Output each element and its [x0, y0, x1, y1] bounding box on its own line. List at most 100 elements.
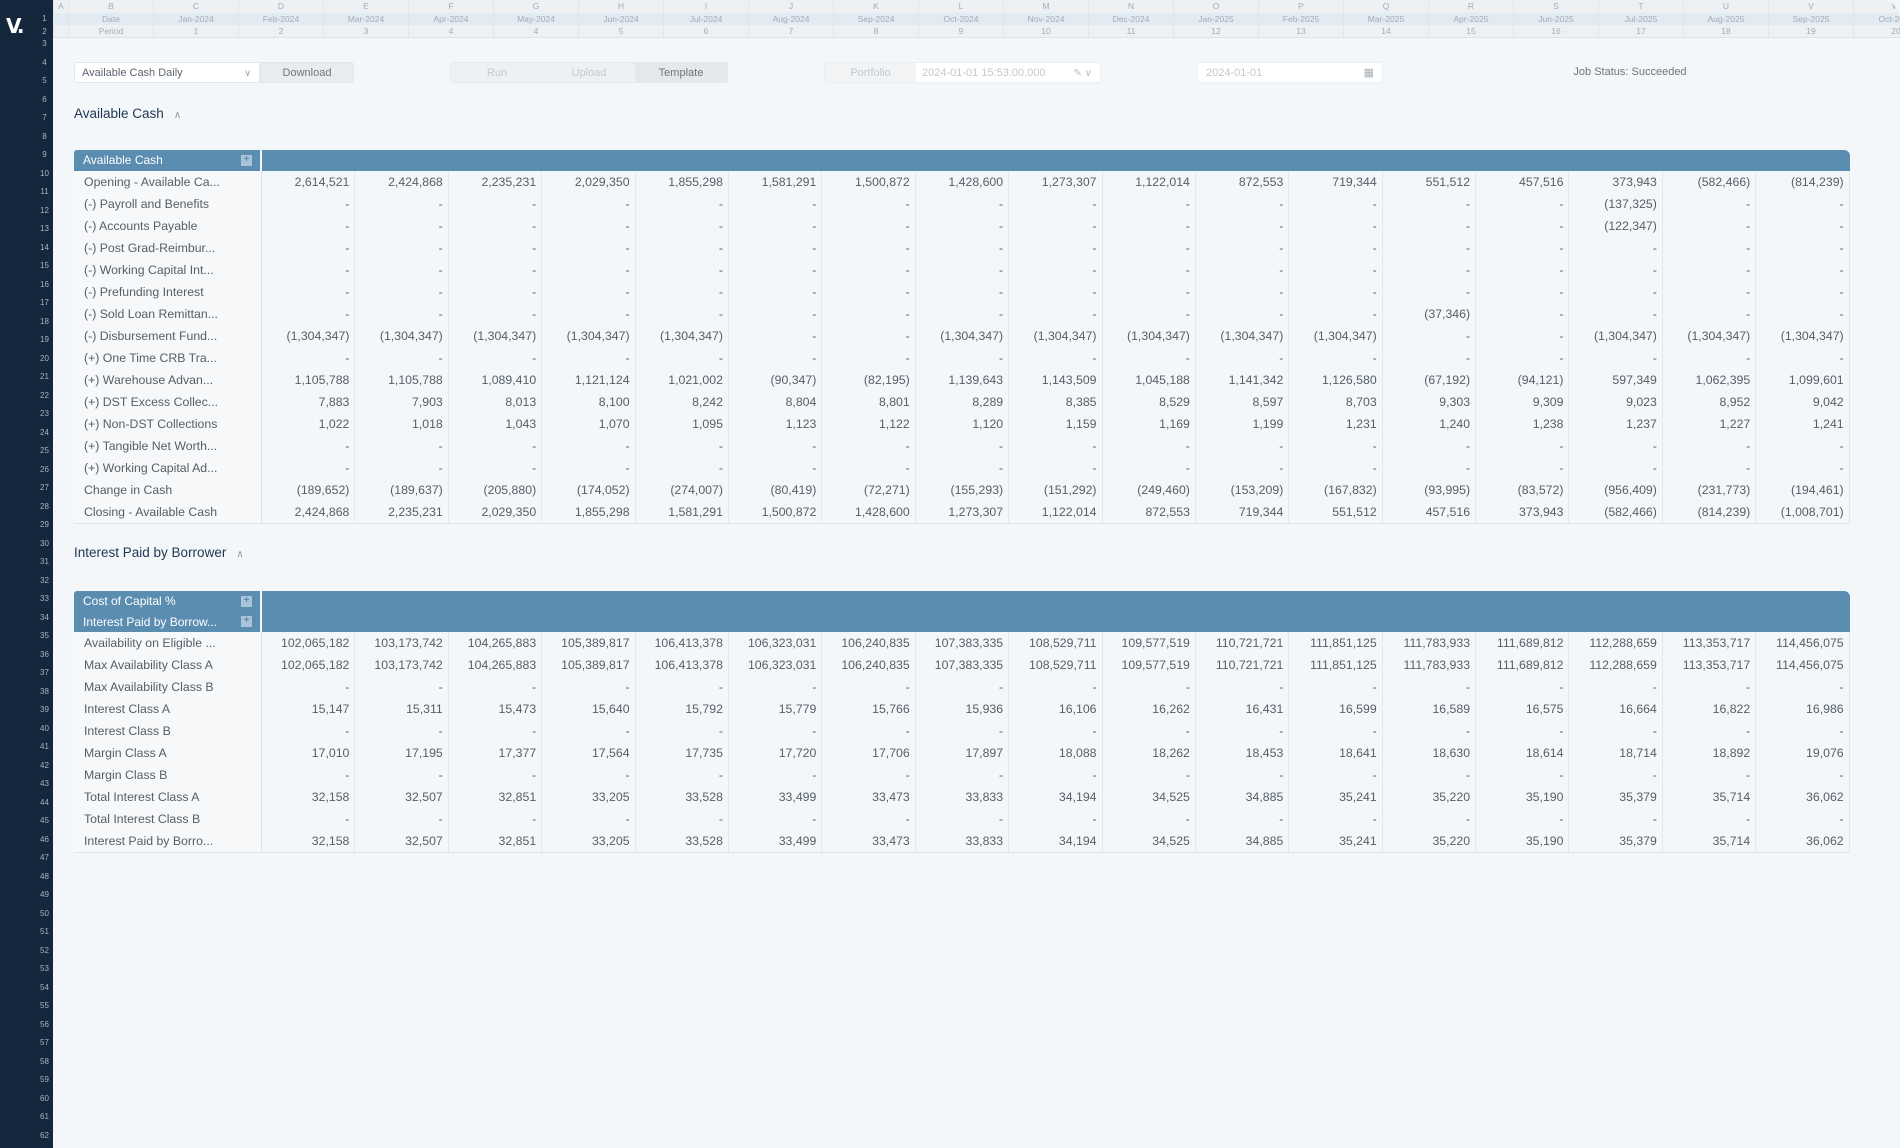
table-cell[interactable]: 8,529	[1103, 390, 1196, 413]
row-number[interactable]: 7	[42, 113, 47, 122]
table-cell[interactable]: (249,460)	[1103, 478, 1196, 501]
table-cell[interactable]: 1,428,600	[916, 170, 1010, 193]
table-cell[interactable]: (1,008,701)	[1756, 500, 1850, 523]
table-cell[interactable]: -	[1569, 280, 1663, 303]
table-cell[interactable]: -	[1663, 764, 1757, 786]
table-cell[interactable]: -	[636, 720, 729, 742]
table-cell[interactable]: -	[636, 764, 729, 786]
row-number[interactable]: 53	[40, 964, 49, 973]
period-cell[interactable]: 2	[238, 25, 323, 37]
table-cell[interactable]: 1,855,298	[542, 500, 636, 523]
row-number[interactable]: 34	[40, 612, 49, 622]
table-cell[interactable]: -	[729, 676, 823, 698]
table-cell[interactable]: 2,424,868	[355, 170, 449, 193]
table-cell[interactable]: 1,021,002	[636, 368, 729, 391]
row-number[interactable]: 55	[40, 1001, 49, 1010]
table-cell[interactable]: (1,304,347)	[1289, 324, 1383, 347]
date-cell[interactable]: Jul-2025	[1598, 12, 1683, 26]
table-cell[interactable]: 1,141,342	[1196, 368, 1290, 391]
row-label[interactable]: Margin Class A	[74, 742, 262, 764]
table-cell[interactable]: 16,599	[1289, 698, 1383, 720]
table-cell[interactable]: -	[1383, 258, 1477, 281]
table-cell[interactable]: 103,173,742	[355, 632, 449, 654]
table-cell[interactable]: (90,347)	[729, 368, 823, 391]
table-cell[interactable]: 33,499	[729, 786, 823, 808]
table-cell[interactable]: -	[1103, 302, 1196, 325]
table-cell[interactable]: -	[1663, 676, 1757, 698]
table-cell[interactable]: (1,304,347)	[916, 324, 1010, 347]
table-cell[interactable]: 107,383,335	[916, 654, 1010, 676]
table-cell[interactable]: 35,241	[1289, 786, 1383, 808]
table-cell[interactable]: 2,424,868	[262, 500, 356, 523]
table-cell[interactable]: 8,100	[542, 390, 636, 413]
table-cell[interactable]: -	[449, 720, 543, 742]
row-number[interactable]: 60	[40, 1093, 49, 1103]
period-cell[interactable]: 7	[748, 25, 833, 37]
table-cell[interactable]: 1,237	[1569, 412, 1663, 435]
table-cell[interactable]: 1,227	[1663, 412, 1757, 435]
table-cell[interactable]: -	[449, 456, 543, 479]
row-number[interactable]: 41	[40, 742, 49, 751]
table-cell[interactable]: -	[542, 258, 636, 281]
table-cell[interactable]: 2,614,521	[262, 170, 356, 193]
table-cell[interactable]: 18,088	[1009, 742, 1103, 764]
table-cell[interactable]: -	[916, 280, 1010, 303]
table-cell[interactable]: -	[822, 258, 916, 281]
table-cell[interactable]: -	[1383, 808, 1477, 830]
table-cell[interactable]: -	[916, 808, 1010, 830]
table-cell[interactable]: -	[1103, 346, 1196, 369]
table-cell[interactable]: -	[729, 280, 823, 303]
table-cell[interactable]: (151,292)	[1009, 478, 1103, 501]
table-cell[interactable]: -	[1289, 456, 1383, 479]
row-label[interactable]: (+) DST Excess Collec...	[74, 390, 262, 413]
table-cell[interactable]: -	[1103, 258, 1196, 281]
table-cell[interactable]: -	[822, 302, 916, 325]
table-cell[interactable]: -	[1569, 676, 1663, 698]
table-cell[interactable]: -	[355, 456, 449, 479]
upload-button[interactable]: Upload	[571, 67, 607, 79]
table-cell[interactable]: 36,062	[1756, 786, 1850, 808]
table-cell[interactable]: -	[449, 258, 543, 281]
table-cell[interactable]: 33,833	[916, 830, 1010, 852]
date-cell[interactable]: Jan-2024	[153, 12, 238, 26]
table-cell[interactable]: 32,507	[355, 786, 449, 808]
table-cell[interactable]: -	[355, 720, 449, 742]
table-cell[interactable]: 1,120	[916, 412, 1010, 435]
table-cell[interactable]: 106,413,378	[636, 654, 729, 676]
row-number[interactable]: 19	[40, 335, 49, 344]
table-cell[interactable]: -	[449, 192, 543, 215]
table-cell[interactable]: 111,689,812	[1476, 632, 1570, 654]
period-cell[interactable]: 4	[493, 25, 578, 37]
table-cell[interactable]: 35,190	[1476, 830, 1570, 852]
period-cell[interactable]: 1	[153, 25, 238, 37]
table-cell[interactable]: 112,288,659	[1569, 632, 1663, 654]
row-label[interactable]: Closing - Available Cash	[74, 500, 262, 523]
table-cell[interactable]: 18,630	[1383, 742, 1477, 764]
table-cell[interactable]: -	[1103, 434, 1196, 457]
table-cell[interactable]: 15,640	[542, 698, 636, 720]
table-cell[interactable]: 18,453	[1196, 742, 1290, 764]
period-cell[interactable]: 12	[1173, 25, 1258, 37]
table-cell[interactable]: -	[1569, 456, 1663, 479]
table-cell[interactable]: -	[542, 280, 636, 303]
table-cell[interactable]: 106,413,378	[636, 632, 729, 654]
table-cell[interactable]: 7,903	[355, 390, 449, 413]
row-number[interactable]: 32	[40, 575, 49, 585]
row-number[interactable]: 51	[40, 927, 49, 936]
table-cell[interactable]: (582,466)	[1663, 170, 1757, 193]
table-cell[interactable]: -	[355, 676, 449, 698]
row-number[interactable]: 16	[40, 279, 49, 289]
table-cell[interactable]: 1,238	[1476, 412, 1570, 435]
table-cell[interactable]: 113,353,717	[1663, 654, 1757, 676]
table-cell[interactable]: -	[729, 456, 823, 479]
table-cell[interactable]: 36,062	[1756, 830, 1850, 852]
table-cell[interactable]: -	[1196, 214, 1290, 237]
table-cell[interactable]: (122,347)	[1569, 214, 1663, 237]
period-cell[interactable]: 18	[1683, 25, 1768, 37]
column-letter[interactable]: Q	[1343, 0, 1428, 13]
table-cell[interactable]: -	[729, 302, 823, 325]
column-letter[interactable]: M	[1003, 0, 1088, 13]
table-cell[interactable]: 34,525	[1103, 830, 1196, 852]
period-cell[interactable]: 14	[1343, 25, 1428, 37]
table-cell[interactable]: 8,013	[449, 390, 543, 413]
